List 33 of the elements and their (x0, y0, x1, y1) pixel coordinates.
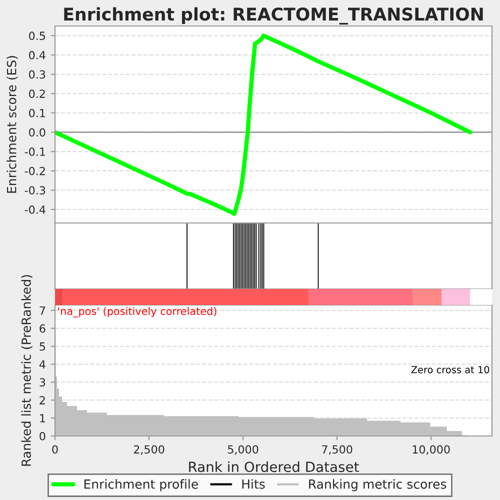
y-tick-label: -0.1 (24, 148, 45, 156)
y-tick-label: 7 (40, 306, 46, 315)
x-tick-label: 2,500 (134, 445, 164, 455)
x-tick-label: 10,000 (412, 445, 450, 455)
y-tick-label: -0.2 (24, 166, 45, 176)
y-tick-label: 0.4 (29, 50, 46, 60)
y-tick-label: 6 (40, 324, 46, 333)
annotation: Zero cross at 10 (411, 366, 490, 374)
legend-label: Hits (242, 479, 265, 489)
y-tick-label: 4 (39, 360, 46, 368)
y-tick-label: 2 (40, 396, 45, 404)
y-axis-title: Enrichment score (ES) (6, 56, 18, 193)
y-tick-label: 3 (40, 378, 46, 387)
annotation: 'na_pos' (positively correlated) (58, 306, 216, 318)
legend-label: Enrichment profile (84, 479, 198, 492)
legend-label: Ranking metric scores (309, 479, 446, 492)
y-tick-label: 0.3 (29, 70, 46, 79)
y-axis-title: Ranked list metric (PreRanked) (21, 275, 32, 466)
y-tick-label: 5 (40, 342, 45, 351)
x-axis-title: Rank in Ordered Dataset (189, 461, 359, 472)
y-tick-label: 1 (40, 414, 45, 422)
y-tick-label: 0.5 (29, 32, 45, 40)
y-tick-label: 0.1 (29, 108, 45, 118)
x-tick-label: 7,500 (322, 445, 352, 455)
y-tick-label: -0.3 (24, 186, 46, 195)
y-tick-label: 0 (40, 432, 46, 440)
y-tick-label: 0.0 (29, 128, 46, 137)
y-tick-label: 0.2 (29, 90, 45, 98)
x-tick-label: 5,000 (228, 445, 258, 455)
chart-title: Enrichment plot: REACTOME_TRANSLATION (64, 7, 483, 25)
line-series (55, 34, 472, 216)
y-tick-label: -0.4 (24, 205, 46, 214)
x-tick-label: 0 (52, 445, 58, 454)
